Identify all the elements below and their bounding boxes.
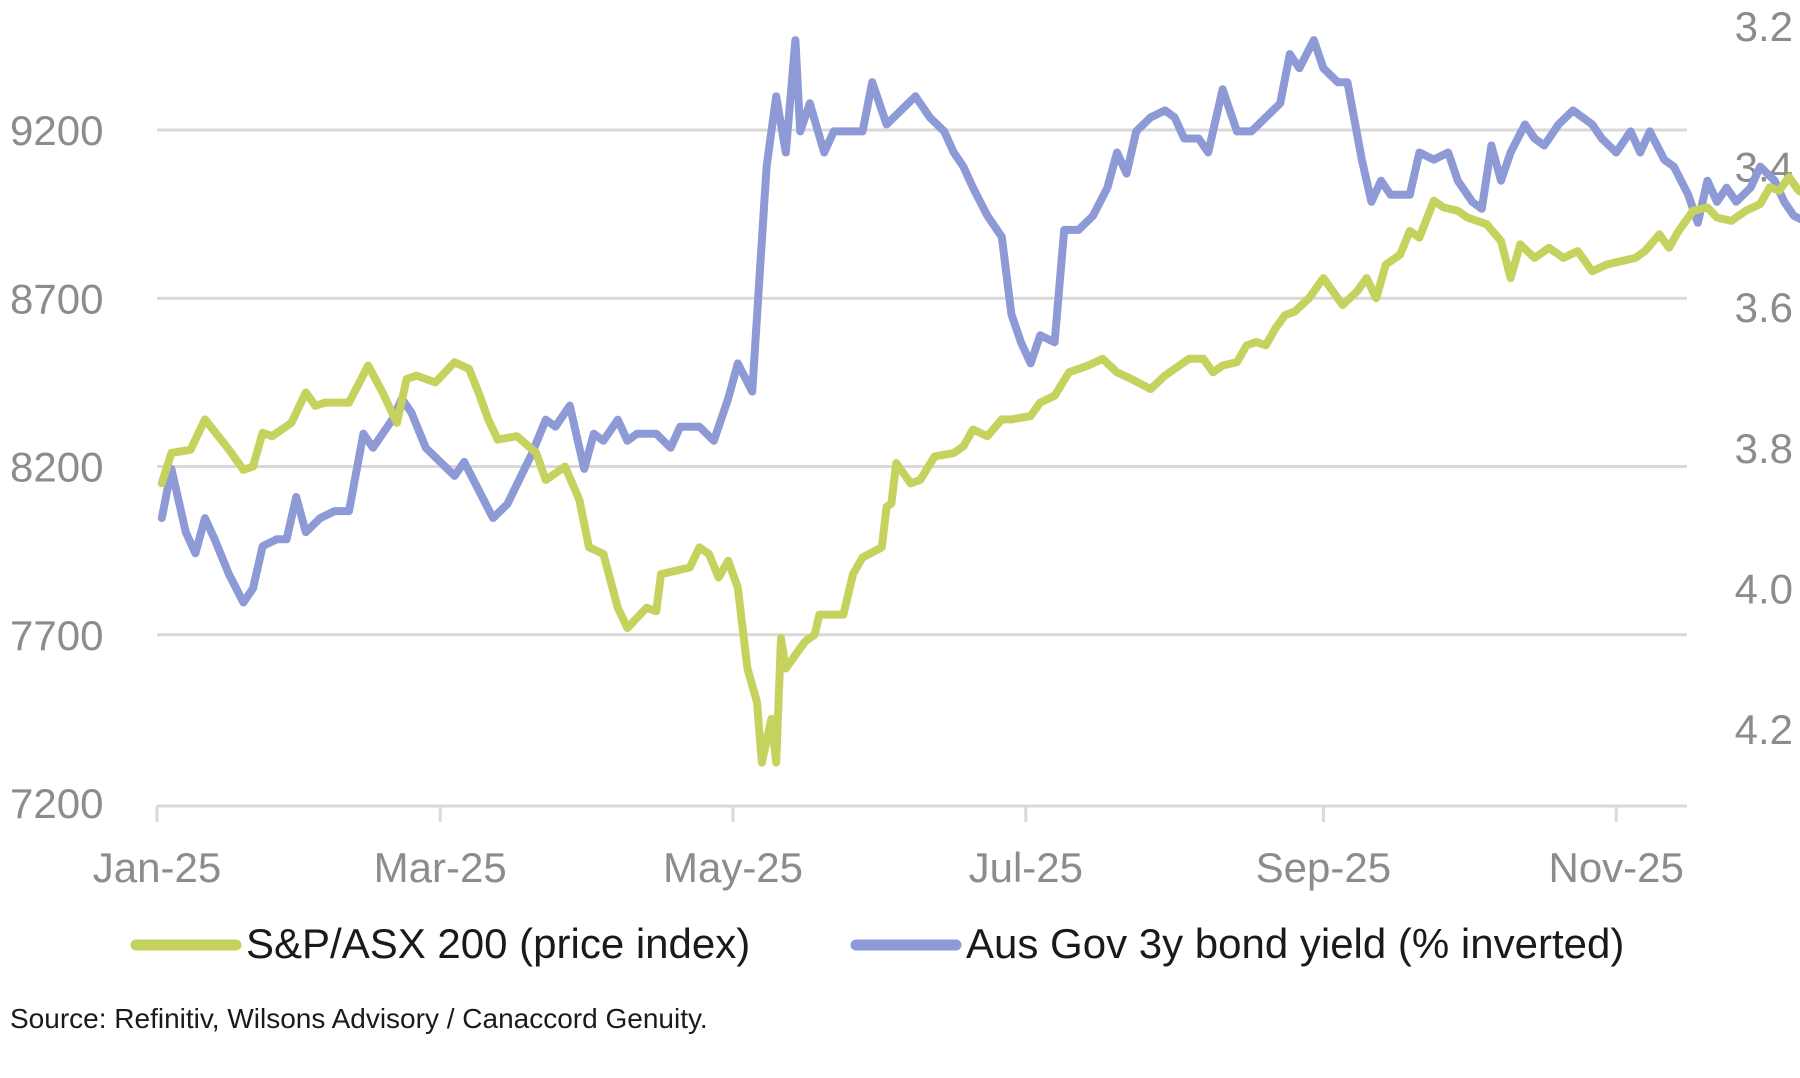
left-tick-label: 8700 [10, 275, 103, 322]
legend: S&P/ASX 200 (price index) Aus Gov 3y bon… [130, 920, 1624, 967]
right-tick-label: 3.2 [1735, 3, 1793, 50]
legend-label-asx200: S&P/ASX 200 (price index) [246, 920, 750, 967]
series-line-asx200 [157, 173, 1800, 767]
left-y-axis: 7200 7700 8200 8700 9200 [10, 107, 103, 827]
left-tick-label: 7700 [10, 612, 103, 659]
x-tick-label: Sep-25 [1256, 844, 1391, 891]
left-tick-label: 9200 [10, 107, 103, 154]
right-tick-label: 3.6 [1735, 284, 1793, 331]
series-lines [157, 36, 1800, 767]
legend-label-bond-yield: Aus Gov 3y bond yield (% inverted) [966, 920, 1624, 967]
x-axis: Jan-25 Mar-25 May-25 Jul-25 Sep-25 Nov-25 [93, 804, 1687, 891]
left-tick-label: 8200 [10, 444, 103, 491]
gridlines [157, 128, 1687, 637]
right-tick-label: 4.0 [1735, 565, 1793, 612]
x-tick-label: May-25 [663, 844, 803, 891]
source-note: Source: Refinitiv, Wilsons Advisory / Ca… [10, 1003, 708, 1034]
series-line-bond-yield [157, 36, 1800, 607]
right-y-axis: 3.23.43.63.84.04.2 [1735, 3, 1793, 753]
right-tick-label: 4.2 [1735, 706, 1793, 753]
x-tick-label: Mar-25 [374, 844, 507, 891]
left-tick-label: 7200 [10, 780, 103, 827]
x-tick-label: Jul-25 [969, 844, 1083, 891]
right-tick-label: 3.8 [1735, 425, 1793, 472]
x-tick-label: Jan-25 [93, 844, 221, 891]
x-tick-label: Nov-25 [1548, 844, 1683, 891]
